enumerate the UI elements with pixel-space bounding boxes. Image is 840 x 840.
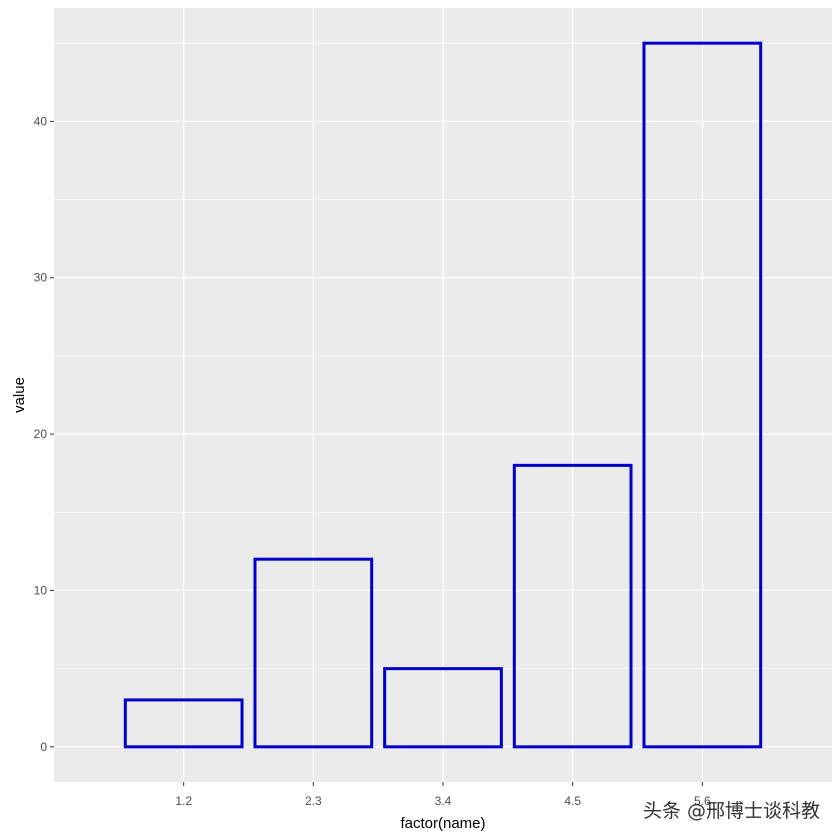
x-tick-label: 4.5 — [564, 794, 581, 808]
bars — [123, 41, 763, 749]
y-axis-title: value — [11, 377, 28, 413]
x-tick-label: 5.6 — [694, 794, 711, 808]
major-gridlines — [54, 8, 832, 782]
x-tick-label: 1.2 — [175, 794, 192, 808]
y-tick-label: 10 — [34, 583, 48, 597]
y-tick-label: 20 — [34, 427, 48, 441]
bar-2-3 — [253, 557, 374, 749]
bar-3-4 — [383, 667, 503, 749]
bar-5-6 — [642, 41, 763, 749]
x-axis: 1.2 2.3 3.4 4.5 5.6 — [175, 782, 711, 808]
y-tick-label: 0 — [40, 740, 47, 754]
x-tick-label: 3.4 — [435, 794, 452, 808]
y-tick-label: 30 — [34, 271, 48, 285]
bar-4-5 — [512, 463, 633, 749]
y-axis: 0 10 20 30 40 — [34, 114, 54, 754]
y-tick-label: 40 — [34, 114, 48, 128]
bar-1-2 — [123, 698, 244, 749]
watermark-text: 头条 @邢博士谈科教 — [643, 800, 820, 822]
x-axis-title: factor(name) — [400, 815, 485, 832]
x-tick-label: 2.3 — [305, 794, 322, 808]
